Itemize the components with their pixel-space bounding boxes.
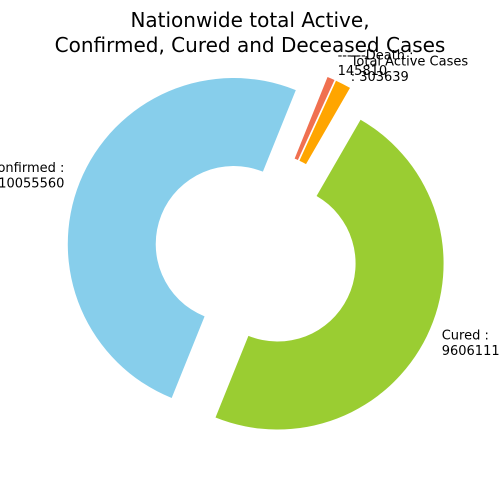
slices-layer bbox=[67, 76, 444, 430]
label-death: ------Death :145810 bbox=[338, 48, 414, 78]
slice-death bbox=[294, 76, 335, 161]
slice-cured bbox=[215, 119, 444, 430]
chart-title: Nationwide total Active, Confirmed, Cure… bbox=[54, 8, 446, 57]
label-total-active-cases: Total Active Cases: 303639 bbox=[350, 55, 469, 86]
label-confirmed: Confirmed :10055560 bbox=[0, 161, 64, 192]
label-cured: Cured :9606111 bbox=[442, 329, 500, 360]
labels-layer: Total Active Cases: 303639------Death :1… bbox=[0, 48, 500, 359]
slice-confirmed bbox=[67, 78, 296, 398]
slice-total-active-cases bbox=[299, 80, 351, 165]
